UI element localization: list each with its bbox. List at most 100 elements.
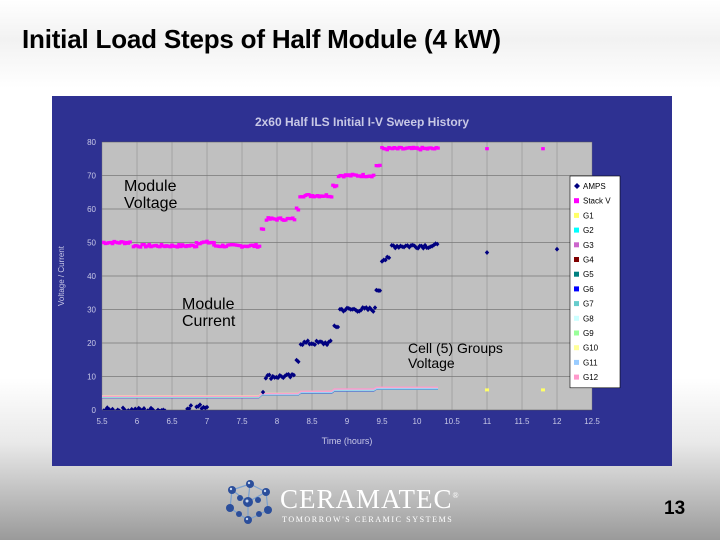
data-point-amps xyxy=(305,338,310,344)
legend-label-g5: G5 xyxy=(583,270,594,279)
data-point-amps xyxy=(186,406,192,410)
legend-marker-g1 xyxy=(574,212,579,218)
data-point-amps xyxy=(326,339,331,345)
data-point-amps xyxy=(106,406,112,410)
data-point-stack-v xyxy=(359,175,364,179)
data-point-amps xyxy=(133,406,138,410)
data-point-amps xyxy=(155,407,161,410)
data-point-amps xyxy=(377,288,383,294)
data-point-g1 xyxy=(485,388,489,392)
y-tick-label: 40 xyxy=(87,272,96,281)
x-tick-label: 9.5 xyxy=(376,417,388,426)
data-point-stack-v xyxy=(378,163,382,167)
data-point-stack-v xyxy=(142,242,146,247)
molecule-logo-icon xyxy=(226,480,272,524)
data-point-amps xyxy=(393,245,398,251)
legend-marker-stack_v xyxy=(574,198,579,204)
data-point-stack-v xyxy=(212,241,216,245)
logo-tagline: TOMORROW'S CERAMIC SYSTEMS xyxy=(282,515,454,524)
data-point-stack-v xyxy=(178,244,183,249)
data-point-stack-v xyxy=(147,243,152,247)
data-point-stack-v xyxy=(361,172,365,177)
data-point-stack-v xyxy=(254,243,258,247)
legend-marker-g12 xyxy=(574,374,579,380)
cell-groups-annotation: Cell (5) Groups Voltage xyxy=(408,340,503,372)
data-point-amps xyxy=(204,404,210,410)
legend-marker-g6 xyxy=(574,286,579,292)
legend-marker-g2 xyxy=(574,227,579,233)
data-point-amps xyxy=(291,372,296,378)
data-point-amps xyxy=(341,308,346,314)
x-tick-label: 8 xyxy=(275,417,280,426)
data-point-stack-v xyxy=(205,239,209,243)
x-tick-label: 8.5 xyxy=(306,417,318,426)
data-point-amps xyxy=(428,244,433,250)
x-tick-label: 7 xyxy=(205,417,210,426)
legend-label-g9: G9 xyxy=(583,329,594,338)
legend-label-g8: G8 xyxy=(583,314,594,323)
data-point-g1 xyxy=(541,388,545,392)
data-point-stack-v xyxy=(485,147,489,151)
data-point-stack-v xyxy=(278,216,283,220)
data-point-stack-v xyxy=(329,195,334,199)
data-point-stack-v xyxy=(275,218,279,222)
data-point-stack-v xyxy=(110,242,115,246)
legend-label-g7: G7 xyxy=(583,300,594,309)
data-point-amps xyxy=(401,244,407,250)
data-point-amps xyxy=(102,409,103,410)
data-point-amps xyxy=(121,409,122,410)
legend-label-g10: G10 xyxy=(583,344,599,353)
data-point-amps xyxy=(383,257,388,263)
x-tick-label: 11 xyxy=(483,417,492,426)
series-line-g12 xyxy=(102,386,438,397)
data-point-amps xyxy=(386,255,392,261)
data-point-amps xyxy=(267,372,272,378)
data-point-stack-v xyxy=(264,218,269,222)
legend-marker-amps xyxy=(574,183,580,189)
series-amps xyxy=(102,241,560,410)
data-point-amps xyxy=(398,243,403,249)
legend-marker-g4 xyxy=(574,257,579,262)
data-point-amps xyxy=(372,305,378,311)
data-point-amps xyxy=(312,342,317,347)
data-point-stack-v xyxy=(324,193,329,197)
x-tick-label: 10 xyxy=(413,417,422,426)
data-point-amps xyxy=(196,403,201,409)
series-stack-v xyxy=(102,145,545,249)
legend-label-amps: AMPS xyxy=(583,182,606,191)
x-tick-label: 10.5 xyxy=(444,417,460,426)
y-tick-label: 20 xyxy=(87,339,96,348)
data-point-amps xyxy=(310,341,316,347)
data-point-amps xyxy=(141,406,147,410)
data-point-stack-v xyxy=(292,218,297,222)
chart-title: 2x60 Half ILS Initial I-V Sweep History xyxy=(255,115,469,129)
data-point-stack-v xyxy=(296,208,301,212)
data-point-stack-v xyxy=(257,244,262,248)
data-point-stack-v xyxy=(261,227,266,231)
data-point-amps xyxy=(135,408,139,410)
x-tick-label: 11.5 xyxy=(515,417,531,426)
data-point-stack-v xyxy=(334,184,339,188)
data-point-amps xyxy=(122,407,127,410)
data-point-stack-v xyxy=(294,206,299,210)
data-point-amps xyxy=(279,374,284,379)
data-point-amps xyxy=(339,306,344,312)
y-tick-label: 10 xyxy=(87,373,96,382)
y-tick-label: 80 xyxy=(87,138,96,147)
x-tick-label: 6 xyxy=(135,417,140,426)
legend-box xyxy=(569,175,621,389)
legend-label-g12: G12 xyxy=(583,373,599,382)
x-tick-label: 6.5 xyxy=(166,417,178,426)
data-point-amps xyxy=(332,323,337,329)
data-point-stack-v xyxy=(138,245,143,249)
y-tick-label: 0 xyxy=(92,406,97,415)
data-point-stack-v xyxy=(307,193,311,197)
y-tick-label: 70 xyxy=(87,172,96,181)
data-point-amps xyxy=(126,409,127,410)
data-point-amps xyxy=(365,307,371,313)
data-point-stack-v xyxy=(371,173,376,177)
slide-number: 13 xyxy=(664,498,686,519)
data-point-amps xyxy=(324,342,330,348)
data-point-amps xyxy=(358,307,364,313)
data-point-stack-v xyxy=(290,216,295,220)
